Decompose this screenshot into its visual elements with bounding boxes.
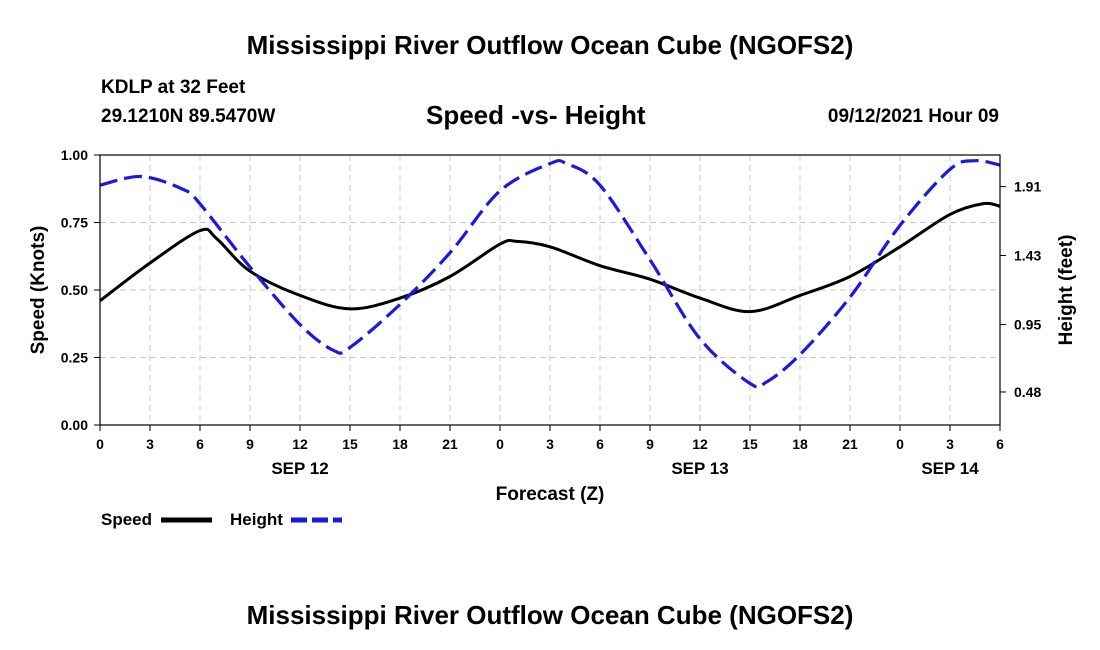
y-right-tick-label: 0.48 <box>1014 384 1041 400</box>
x-tick-label: 3 <box>146 436 154 452</box>
y-tick-label: 0.00 <box>61 417 88 433</box>
grid <box>100 155 1000 425</box>
x-tick-label: 21 <box>842 436 858 452</box>
main-title: Mississippi River Outflow Ocean Cube (NG… <box>246 30 854 60</box>
x-tick-label: 12 <box>292 436 308 452</box>
x-tick-label: 6 <box>196 436 204 452</box>
x-tick-label: 6 <box>996 436 1004 452</box>
x-tick-label: 12 <box>692 436 708 452</box>
date-label: SEP 12 <box>271 459 328 478</box>
x-tick-label: 6 <box>596 436 604 452</box>
x-axis-label: Forecast (Z) <box>496 484 605 505</box>
legend-speed-label: Speed <box>101 510 152 529</box>
x-tick-label: 0 <box>496 436 504 452</box>
y-axis-label-left: Speed (Knots) <box>28 226 49 355</box>
x-tick-label: 3 <box>546 436 554 452</box>
y-right-tick-label: 1.43 <box>1014 248 1041 264</box>
series-line-height <box>99 158 1001 389</box>
series-layer <box>99 158 1001 389</box>
legend-height-label: Height <box>230 510 283 529</box>
y-tick-label: 0.50 <box>61 282 88 298</box>
x-tick-label: 0 <box>96 436 104 452</box>
footer-title: Mississippi River Outflow Ocean Cube (NG… <box>246 600 854 630</box>
y-tick-label: 0.25 <box>61 350 88 366</box>
station-label: KDLP at 32 Feet <box>101 77 246 98</box>
y-tick-label: 1.00 <box>61 147 88 163</box>
x-tick-label: 21 <box>442 436 458 452</box>
x-tick-label: 0 <box>896 436 904 452</box>
x-tick-label: 9 <box>646 436 654 452</box>
x-tick-label: 15 <box>742 436 758 452</box>
date-label: SEP 13 <box>671 459 728 478</box>
x-tick-label: 15 <box>342 436 358 452</box>
station-coords: 29.1210N 89.5470W <box>101 106 276 127</box>
axes: 0 3 6 9 12 15 18 21 0 3 6 9 12 15 18 21 0 3 6 SEP 12 SEP 13 S… <box>61 147 1042 478</box>
y-right-tick-label: 1.91 <box>1014 179 1041 195</box>
forecast-datetime: 09/12/2021 Hour 09 <box>827 106 999 127</box>
x-tick-label: 9 <box>246 436 254 452</box>
x-tick-label: 3 <box>946 436 954 452</box>
y-axis-label-right: Height (feet) <box>1056 235 1077 346</box>
x-tick-label: 18 <box>392 436 408 452</box>
x-tick-label: 18 <box>792 436 808 452</box>
y-tick-label: 0.75 <box>61 215 88 231</box>
y-right-tick-label: 0.95 <box>1014 316 1041 332</box>
chart-title: Speed -vs- Height <box>426 100 646 130</box>
date-label: SEP 14 <box>921 459 979 478</box>
